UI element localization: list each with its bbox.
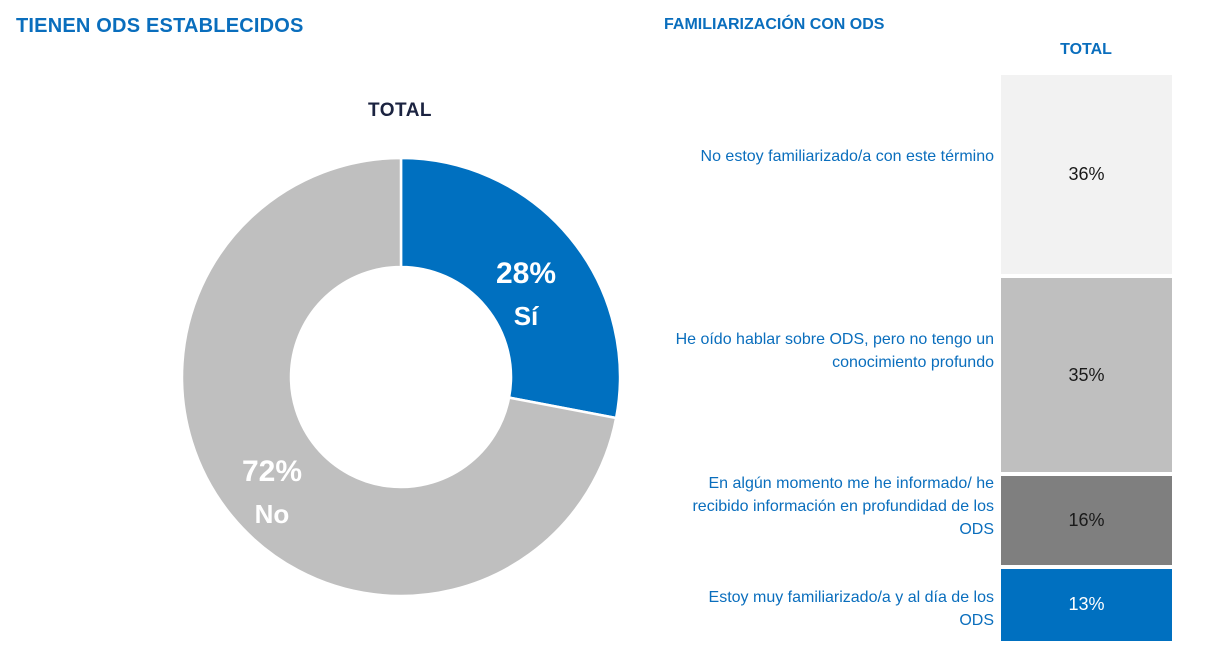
bar-category-label: Estoy muy familiarizado/a y al día de lo…	[708, 589, 994, 629]
bar-category-label: En algún momento me he informado/ he rec…	[692, 475, 994, 538]
donut-category-label: No	[255, 499, 290, 529]
bar-segment: 36%	[1001, 75, 1172, 275]
donut-subtitle: TOTAL	[367, 100, 433, 121]
bar-category-label: No estoy familiarizado/a con este términ…	[700, 148, 994, 165]
bar-value-label: 16%	[1068, 510, 1105, 531]
left-chart-title: TIENEN ODS ESTABLECIDOS	[16, 15, 304, 37]
bar-value-label: 13%	[1068, 594, 1105, 615]
donut-slice-si	[399, 156, 622, 420]
donut-value-label: 28%	[496, 257, 556, 290]
bar-segment: 16%	[1001, 476, 1172, 565]
donut-slice-no	[180, 156, 618, 598]
donut-category-label: Sí	[514, 301, 539, 331]
bar-segment: 35%	[1001, 278, 1172, 473]
right-chart-title: FAMILIARIZACIÓN CON ODS	[664, 16, 885, 33]
bar-segment: 13%	[1001, 568, 1172, 641]
donut-chart: 28% Sí 72% No	[180, 156, 622, 598]
bar-category-label: He oído hablar sobre ODS, pero no tengo …	[675, 331, 994, 371]
donut-value-label: 72%	[242, 455, 302, 488]
bar-value-label: 36%	[1068, 164, 1105, 185]
bar-column-header: TOTAL	[1060, 41, 1112, 58]
bar-value-label: 35%	[1068, 365, 1105, 386]
